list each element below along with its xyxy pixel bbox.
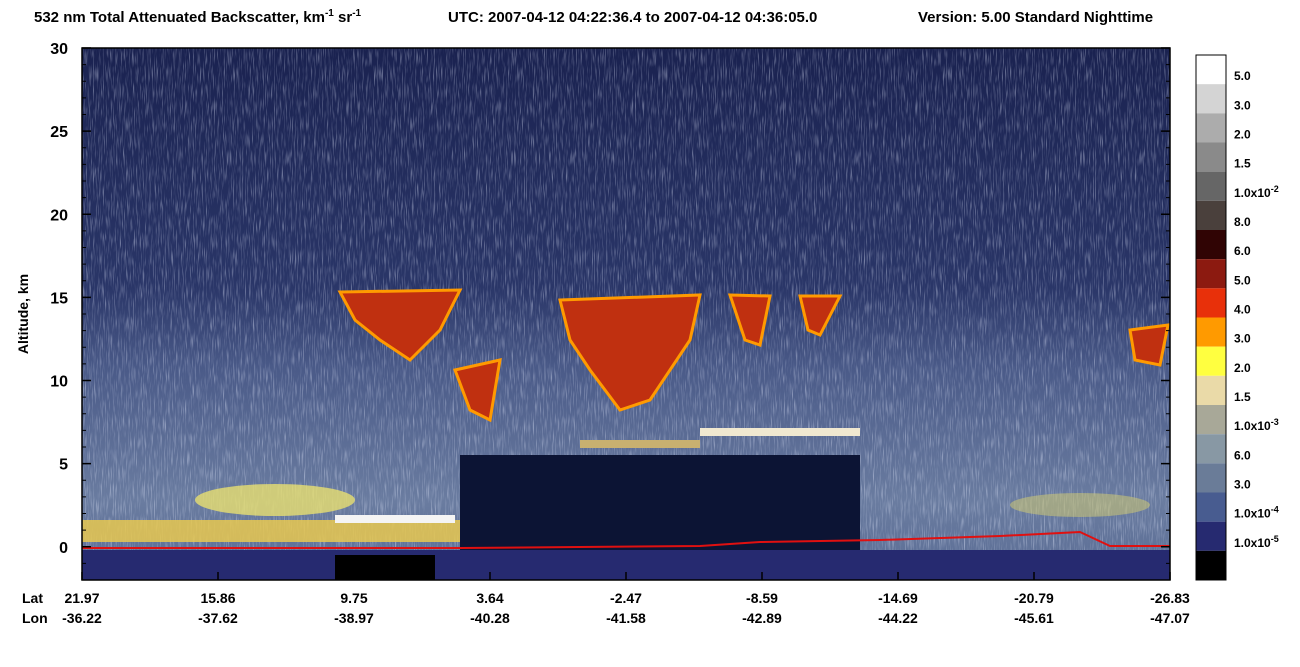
y-tick-label: 25 <box>50 124 68 141</box>
y-tick-label: 15 <box>50 290 68 307</box>
lon-row-label: Lon <box>22 610 48 626</box>
colorbar-swatch <box>1196 434 1226 464</box>
colorbar-swatch <box>1196 492 1226 522</box>
colorbar-swatch <box>1196 288 1226 318</box>
lon-label: -47.07 <box>1150 610 1190 626</box>
colorbar-label: 2.0 <box>1234 361 1251 375</box>
colorbar-label-text: 1.0x10 <box>1234 186 1271 200</box>
time-range: UTC: 2007-04-12 04:22:36.4 to 2007-04-12… <box>448 9 817 26</box>
lon-label: -45.61 <box>1014 610 1054 626</box>
colorbar-label-text: 1.0x10 <box>1234 536 1271 550</box>
title-part: sr <box>334 9 353 26</box>
lon-label: -37.62 <box>198 610 238 626</box>
lon-label: -44.22 <box>878 610 918 626</box>
colorbar-label: 1.0x10-3 <box>1234 417 1279 433</box>
colorbar-swatch <box>1196 55 1226 85</box>
colorbar-label-text: 8.0 <box>1234 215 1251 229</box>
version: Version: 5.00 Standard Nighttime <box>918 9 1153 26</box>
y-tick-label: 20 <box>50 207 68 224</box>
colorbar-label: 1.0x10-5 <box>1234 534 1279 550</box>
colorbar-label-text: 3.0 <box>1234 478 1251 492</box>
lon-label: -38.97 <box>334 610 374 626</box>
lon-label: -41.58 <box>606 610 646 626</box>
colorbar-label-text: 2.0 <box>1234 128 1251 142</box>
colorbar-swatch <box>1196 550 1226 580</box>
y-axis-label: Altitude, km <box>15 274 31 354</box>
title-superscript: -1 <box>325 8 334 19</box>
colorbar-swatch <box>1196 171 1226 201</box>
lat-label: -26.83 <box>1150 590 1190 606</box>
chart-title: 532 nm Total Attenuated Backscatter, km-… <box>34 8 362 26</box>
colorbar-label: 3.0 <box>1234 98 1251 112</box>
y-tick-label: 5 <box>59 457 68 474</box>
lat-row-label: Lat <box>22 590 43 606</box>
colorbar-label: 6.0 <box>1234 244 1251 258</box>
lat-label: -8.59 <box>746 590 778 606</box>
lat-label: 15.86 <box>200 590 235 606</box>
colorbar-swatch <box>1196 113 1226 143</box>
colorbar-swatch <box>1196 142 1226 172</box>
title-superscript: -1 <box>352 8 361 19</box>
y-tick-label: 30 <box>50 41 68 58</box>
colorbar-label-text: 1.0x10 <box>1234 419 1271 433</box>
lat-label: -2.47 <box>610 590 642 606</box>
colorbar-label-text: 1.0x10 <box>1234 507 1271 521</box>
colorbar-label-exponent: -2 <box>1271 184 1279 194</box>
lat-label: -20.79 <box>1014 590 1054 606</box>
colorbar-label: 6.0 <box>1234 448 1251 462</box>
colorbar-label: 2.0 <box>1234 128 1251 142</box>
colorbar-label: 8.0 <box>1234 215 1251 229</box>
colorbar-label-exponent: -3 <box>1271 417 1279 427</box>
lat-label: 21.97 <box>64 590 99 606</box>
colorbar-label: 3.0 <box>1234 478 1251 492</box>
colorbar-swatch <box>1196 375 1226 405</box>
colorbar-swatch <box>1196 317 1226 347</box>
colorbar-swatch <box>1196 230 1226 260</box>
colorbar-label-text: 5.0 <box>1234 69 1251 83</box>
colorbar-label-text: 4.0 <box>1234 303 1251 317</box>
lat-label: 3.64 <box>476 590 503 606</box>
colorbar-label-text: 3.0 <box>1234 98 1251 112</box>
colorbar-label: 1.5 <box>1234 390 1251 404</box>
colorbar-swatch <box>1196 405 1226 435</box>
title-part: 532 nm Total Attenuated Backscatter, km <box>34 9 325 26</box>
colorbar-label-exponent: -5 <box>1271 534 1279 544</box>
colorbar-swatch <box>1196 84 1226 114</box>
lon-label: -42.89 <box>742 610 782 626</box>
lat-label: -14.69 <box>878 590 918 606</box>
lon-label: -36.22 <box>62 610 102 626</box>
curtain <box>82 48 1170 580</box>
colorbar-swatch <box>1196 259 1226 289</box>
colorbar-frame <box>1195 54 1227 581</box>
colorbar-label: 1.0x10-2 <box>1234 184 1279 200</box>
colorbar-label-text: 5.0 <box>1234 273 1251 287</box>
colorbar-label-text: 6.0 <box>1234 244 1251 258</box>
y-tick-label: 10 <box>50 374 68 391</box>
colorbar-swatch <box>1196 521 1226 551</box>
colorbar-swatch <box>1196 346 1226 376</box>
colorbar-label-text: 6.0 <box>1234 448 1251 462</box>
lat-label: 9.75 <box>340 590 367 606</box>
colorbar-label: 5.0 <box>1234 69 1251 83</box>
colorbar-label: 3.0 <box>1234 332 1251 346</box>
colorbar-label-text: 1.5 <box>1234 157 1251 171</box>
colorbar-swatch <box>1196 463 1226 493</box>
colorbar-label-text: 2.0 <box>1234 361 1251 375</box>
colorbar-label-exponent: -4 <box>1271 505 1279 515</box>
colorbar-label: 1.5 <box>1234 157 1251 171</box>
colorbar-label-text: 1.5 <box>1234 390 1251 404</box>
colorbar-label-text: 3.0 <box>1234 332 1251 346</box>
colorbar-label: 1.0x10-4 <box>1234 505 1279 521</box>
colorbar-label: 4.0 <box>1234 303 1251 317</box>
colorbar-label: 5.0 <box>1234 273 1251 287</box>
colorbar-swatch <box>1196 200 1226 230</box>
y-tick-label: 0 <box>59 540 68 557</box>
lon-label: -40.28 <box>470 610 510 626</box>
